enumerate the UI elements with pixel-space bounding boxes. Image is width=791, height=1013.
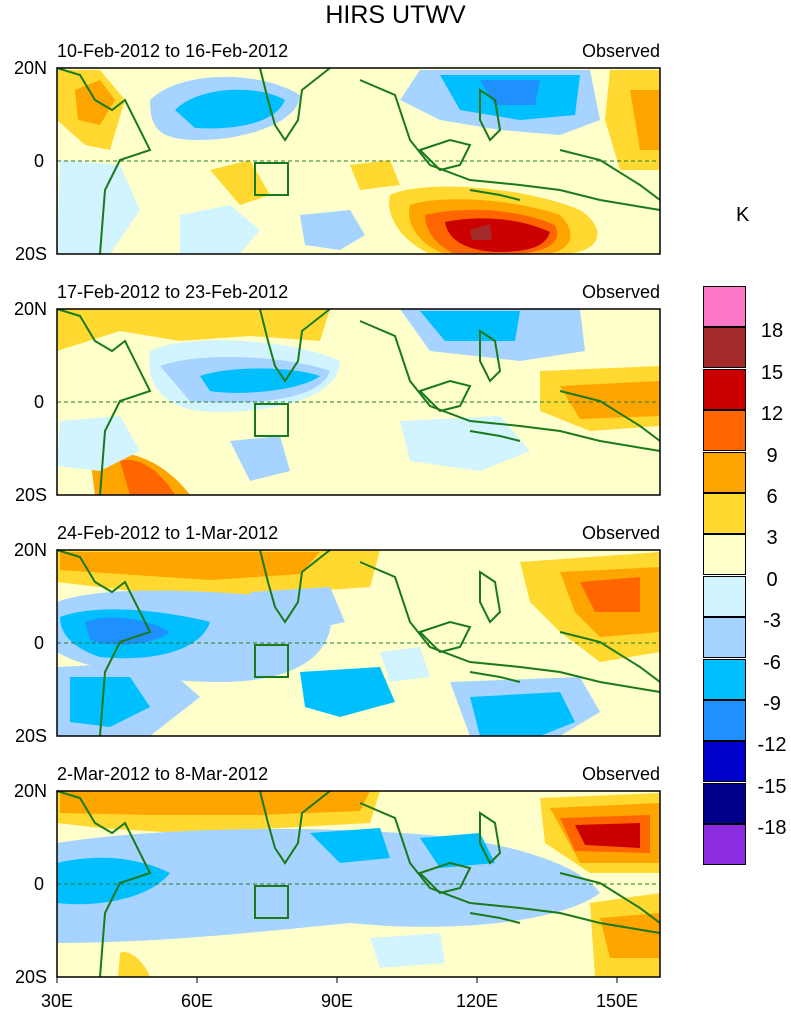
lat-label-0: 0 — [33, 392, 44, 412]
colorbar-swatch — [703, 534, 746, 576]
coastlines — [56, 790, 661, 978]
lon-label-150e: 150E — [595, 991, 639, 1011]
page-title: HIRS UTWV — [325, 1, 466, 29]
anomaly-map — [56, 67, 661, 255]
colorbar-swatch — [703, 617, 746, 659]
colorbar-swatch — [703, 575, 746, 617]
anomaly-contours — [57, 70, 660, 254]
longitude-axis: 30E 60E 90E 120E 150E — [0, 990, 791, 1013]
colorbar-swatch — [703, 451, 746, 493]
anomaly-contours — [57, 309, 660, 495]
colorbar-swatch — [703, 658, 746, 700]
panel-status: Observed — [581, 764, 660, 784]
colorbar-tick-label: 6 — [766, 486, 778, 508]
anomaly-map — [56, 549, 661, 737]
anomaly-contours — [57, 550, 660, 736]
colorbar — [703, 286, 747, 866]
lat-label-20s: 20S — [14, 485, 47, 505]
map-panel-1: 10-Feb-2012 to 16-Feb-2012 Observed — [0, 0, 791, 264]
colorbar-tick-label: -3 — [763, 610, 781, 633]
colorbar-swatch — [703, 327, 746, 369]
colorbar-tick-label: 9 — [766, 444, 778, 467]
panel-status: Observed — [581, 41, 660, 61]
colorbar-tick-label: 3 — [766, 527, 778, 550]
colorbar-tick-label: 12 — [760, 403, 784, 426]
map-panel-4: 2-Mar-2012 to 8-Mar-2012 Observed — [0, 723, 791, 987]
colorbar-tick-label: 0 — [766, 568, 778, 591]
colorbar-swatch — [703, 700, 746, 741]
panel-status: Observed — [581, 523, 660, 543]
panel-date-range: 10-Feb-2012 to 16-Feb-2012 — [57, 41, 289, 61]
lon-label-90e: 90E — [320, 991, 354, 1011]
lon-label-120e: 120E — [455, 991, 499, 1011]
panel-date-range: 24-Feb-2012 to 1-Mar-2012 — [57, 523, 279, 543]
colorbar-tick-label: -18 — [757, 817, 787, 840]
lat-label-20s: 20S — [14, 967, 47, 987]
lat-label-20n: 20N — [13, 58, 47, 78]
colorbar-tick-label: 18 — [760, 320, 784, 343]
colorbar-tick-label: -15 — [757, 775, 787, 798]
panel-date-range: 17-Feb-2012 to 23-Feb-2012 — [57, 282, 289, 302]
colorbar-tick-label: -6 — [763, 651, 781, 674]
colorbar-swatch — [703, 741, 746, 783]
colorbar-swatch — [703, 368, 746, 410]
coastlines — [56, 67, 661, 255]
colorbar-swatch — [703, 824, 746, 866]
coastlines — [56, 549, 661, 737]
lon-label-30e: 30E — [40, 991, 74, 1011]
colorbar-swatch — [703, 286, 746, 327]
colorbar-tick-label: -12 — [757, 734, 787, 757]
lat-label-20n: 20N — [13, 299, 47, 319]
colorbar-swatch — [703, 410, 746, 452]
lat-label-0: 0 — [33, 874, 44, 894]
anomaly-contours — [57, 791, 660, 977]
anomaly-map — [56, 790, 661, 983]
lon-label-60e: 60E — [180, 991, 214, 1011]
lat-label-0: 0 — [33, 151, 44, 171]
panel-date-range: 2-Mar-2012 to 8-Mar-2012 — [57, 764, 269, 784]
colorbar-units: K — [736, 204, 750, 226]
panel-status: Observed — [581, 282, 660, 302]
lat-label-20s: 20S — [14, 244, 47, 264]
map-panel-2: 17-Feb-2012 to 23-Feb-2012 Observed — [0, 241, 791, 505]
colorbar-tick-label: -9 — [763, 693, 781, 715]
lat-label-0: 0 — [33, 633, 44, 653]
map-panel-3: 24-Feb-2012 to 1-Mar-2012 Observed — [0, 482, 791, 746]
lat-label-20s: 20S — [14, 726, 47, 746]
lat-label-20n: 20N — [13, 781, 47, 801]
anomaly-map — [56, 308, 661, 496]
coastlines — [56, 308, 661, 496]
lat-label-20n: 20N — [13, 540, 47, 560]
colorbar-tick-label: 15 — [760, 361, 784, 384]
colorbar-swatch — [703, 782, 746, 824]
x-axis-ticks — [56, 977, 618, 983]
colorbar-swatch — [703, 493, 746, 534]
